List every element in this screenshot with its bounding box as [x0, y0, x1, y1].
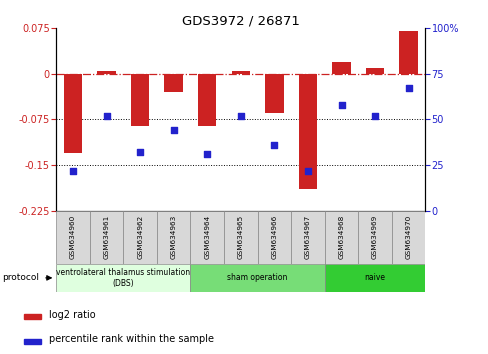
Bar	[190, 211, 224, 264]
Bar	[231, 71, 249, 74]
Text: GSM634964: GSM634964	[204, 215, 210, 259]
Bar	[190, 264, 324, 292]
Bar	[298, 74, 317, 189]
Bar	[358, 211, 391, 264]
Bar	[131, 74, 149, 126]
Point	[337, 102, 345, 108]
Text: percentile rank within the sample: percentile rank within the sample	[49, 335, 213, 344]
Point	[69, 168, 77, 173]
Bar	[198, 74, 216, 126]
Bar	[24, 339, 41, 344]
Text: GSM634970: GSM634970	[405, 215, 411, 259]
Text: protocol: protocol	[2, 273, 40, 282]
Point	[304, 168, 311, 173]
Bar	[332, 62, 350, 74]
Bar	[97, 71, 116, 74]
Text: sham operation: sham operation	[227, 273, 287, 282]
Text: GSM634962: GSM634962	[137, 215, 143, 259]
Bar	[56, 211, 90, 264]
Point	[102, 113, 110, 119]
Text: GSM634969: GSM634969	[371, 215, 377, 259]
Point	[236, 113, 244, 119]
Text: GSM634968: GSM634968	[338, 215, 344, 259]
Text: GSM634963: GSM634963	[170, 215, 176, 259]
Bar	[123, 211, 157, 264]
Point	[270, 142, 278, 148]
Text: log2 ratio: log2 ratio	[49, 310, 95, 320]
Point	[404, 86, 412, 91]
Bar	[164, 74, 183, 92]
Bar	[290, 211, 324, 264]
Text: GSM634961: GSM634961	[103, 215, 109, 259]
Bar	[24, 314, 41, 319]
Bar	[56, 264, 190, 292]
Bar	[391, 211, 425, 264]
Text: naive: naive	[364, 273, 385, 282]
Point	[136, 149, 144, 155]
Bar	[324, 211, 358, 264]
Text: GSM634966: GSM634966	[271, 215, 277, 259]
Bar	[63, 74, 82, 153]
Title: GDS3972 / 26871: GDS3972 / 26871	[182, 14, 299, 27]
Bar	[264, 74, 283, 113]
Text: GSM634965: GSM634965	[237, 215, 244, 259]
Point	[169, 127, 177, 133]
Bar	[365, 68, 384, 74]
Bar	[90, 211, 123, 264]
Bar	[157, 211, 190, 264]
Bar	[324, 264, 425, 292]
Point	[370, 113, 378, 119]
Bar	[399, 32, 417, 74]
Bar	[224, 211, 257, 264]
Text: GSM634967: GSM634967	[305, 215, 310, 259]
Bar	[257, 211, 290, 264]
Text: GSM634960: GSM634960	[70, 215, 76, 259]
Point	[203, 151, 211, 157]
Text: ventrolateral thalamus stimulation
(DBS): ventrolateral thalamus stimulation (DBS)	[56, 268, 190, 287]
